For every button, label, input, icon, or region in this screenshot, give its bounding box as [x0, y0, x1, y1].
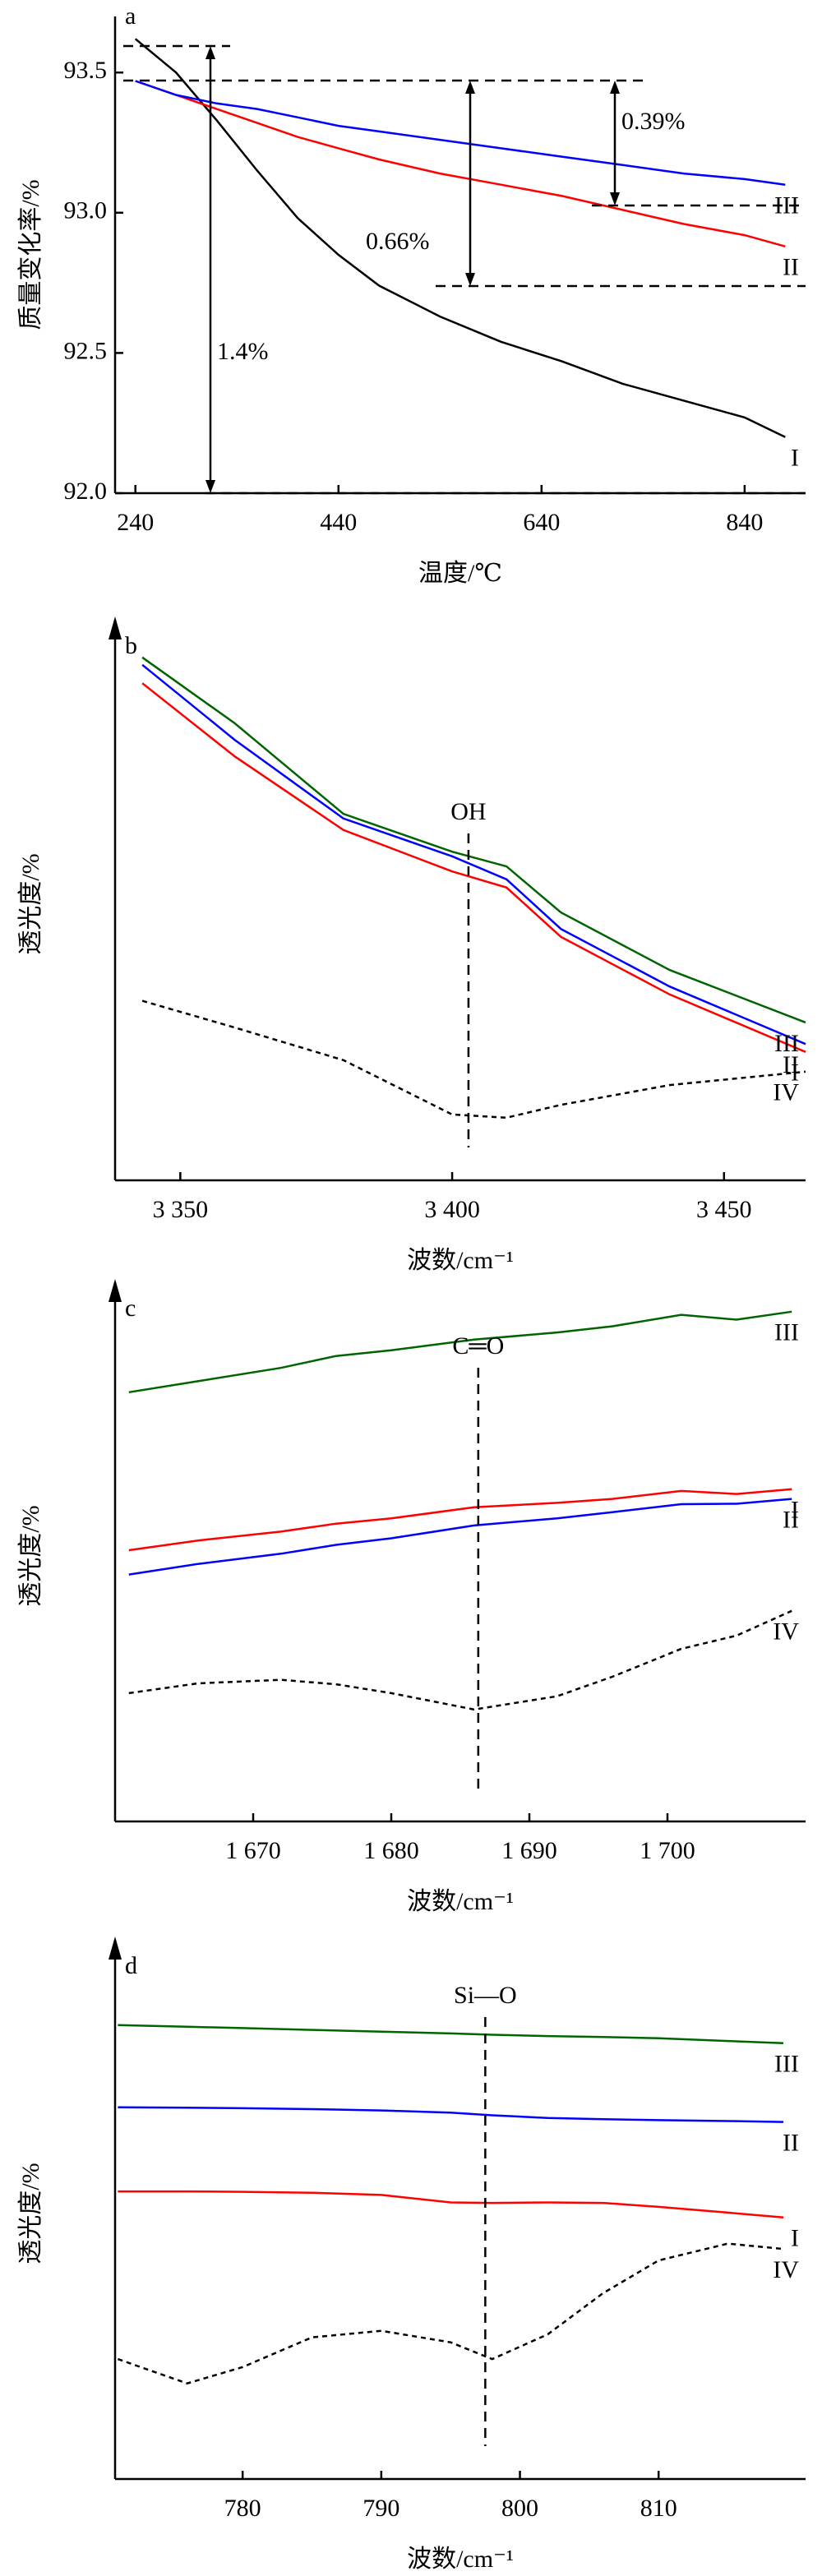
- series-line: [134, 38, 786, 438]
- series-label: III: [774, 2051, 799, 2078]
- annotation: 0.66%: [366, 228, 430, 255]
- x-tick-label: 1 700: [640, 1837, 695, 1864]
- x-axis-label: 波数/cm⁻¹: [407, 1247, 514, 1274]
- x-tick-label: 790: [363, 2495, 399, 2522]
- x-tick-label: 1 680: [363, 1837, 419, 1864]
- x-tick-label: 840: [726, 509, 763, 536]
- axis-arrow: [109, 1279, 122, 1302]
- x-tick-label: 440: [320, 509, 357, 536]
- series-label: II: [783, 1051, 799, 1078]
- series-label: I: [791, 1497, 799, 1524]
- axis-arrow: [109, 616, 122, 639]
- x-tick-label: 3 400: [424, 1196, 480, 1223]
- x-tick-label: 800: [501, 2495, 538, 2522]
- x-axis-label: 波数/cm⁻¹: [407, 2546, 514, 2573]
- series-line: [128, 1609, 792, 1711]
- y-axis-label: 透光度/%: [17, 1505, 44, 1606]
- panel-label: d: [125, 1952, 137, 1979]
- y-tick-label: 92.0: [64, 478, 108, 505]
- series-label: II: [783, 2129, 799, 2156]
- series-line: [128, 1310, 792, 1394]
- series-label: III: [774, 1030, 799, 1057]
- x-axis-label: 温度/℃: [418, 560, 502, 587]
- y-axis-label: 质量变化率/%: [17, 179, 44, 330]
- annotation: Si—O: [454, 1982, 517, 2009]
- series-label: IV: [773, 2256, 799, 2283]
- series-label: I: [791, 445, 799, 472]
- series-line: [118, 2024, 784, 2044]
- x-tick-label: 3 450: [696, 1196, 752, 1223]
- x-tick-label: 810: [640, 2495, 677, 2522]
- annotation: OH: [450, 798, 486, 825]
- series-line: [118, 2190, 784, 2219]
- y-tick-label: 92.5: [64, 337, 108, 364]
- series-line: [117, 2242, 784, 2385]
- series-line: [135, 80, 786, 248]
- arrow-head: [610, 81, 620, 205]
- series-line: [118, 2106, 784, 2123]
- y-tick-label: 93.0: [64, 197, 108, 224]
- y-axis-label: 透光度/%: [17, 2163, 44, 2264]
- series-line: [135, 80, 786, 186]
- panel-label: c: [125, 1295, 136, 1322]
- annotation: C═O: [452, 1332, 504, 1360]
- annotation: 1.4%: [217, 338, 269, 365]
- series-label: III: [774, 1319, 799, 1346]
- series-line: [128, 1488, 792, 1552]
- y-axis-label: 透光度/%: [17, 853, 44, 954]
- axis-arrow: [109, 1937, 122, 1960]
- series-line: [128, 1498, 792, 1576]
- series-label: I: [791, 2225, 799, 2252]
- x-tick-label: 1 670: [225, 1837, 281, 1864]
- x-axis-label: 波数/cm⁻¹: [407, 1888, 514, 1915]
- series-line: [141, 663, 806, 1046]
- panel-label: a: [125, 2, 136, 30]
- series-label: I: [791, 1059, 799, 1087]
- series-line: [141, 999, 806, 1119]
- series-label: IV: [773, 1618, 799, 1646]
- series-label: IV: [773, 1079, 799, 1106]
- series-label: II: [783, 254, 799, 281]
- x-tick-label: 3 350: [153, 1196, 209, 1223]
- x-tick-label: 640: [523, 509, 560, 536]
- y-tick-label: 93.5: [64, 57, 108, 84]
- x-tick-label: 240: [117, 509, 154, 536]
- series-line: [141, 656, 806, 1024]
- panel-label: b: [125, 632, 137, 659]
- series-line: [141, 682, 806, 1053]
- x-tick-label: 1 690: [501, 1837, 557, 1864]
- series-label: II: [783, 1506, 799, 1533]
- annotation: 0.39%: [621, 108, 686, 135]
- x-tick-label: 780: [224, 2495, 261, 2522]
